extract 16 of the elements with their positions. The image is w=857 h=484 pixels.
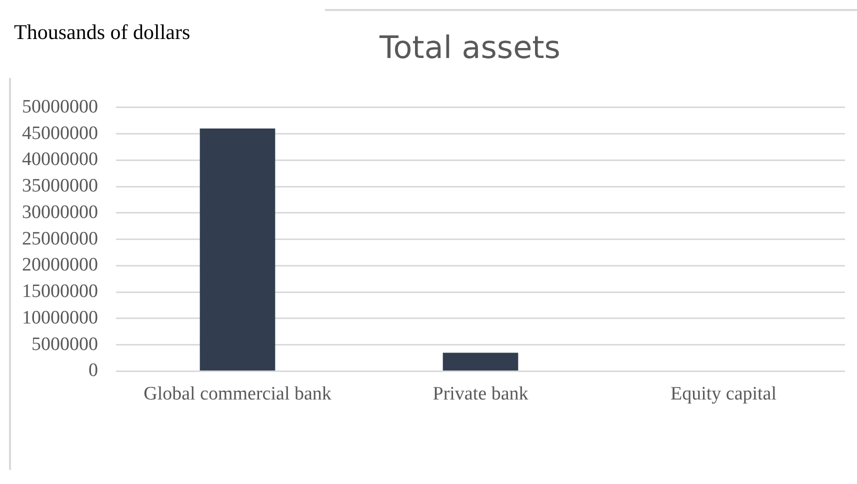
y-axis-title: Thousands of dollars — [14, 20, 190, 45]
y-tick-label: 5000000 — [32, 334, 98, 355]
y-tick-label: 30000000 — [22, 202, 98, 223]
y-tick-label: 35000000 — [22, 176, 98, 197]
y-tick-label: 45000000 — [22, 122, 98, 144]
y-tick-label: 0 — [88, 360, 98, 382]
y-tick-label: 15000000 — [22, 281, 98, 302]
x-tick-label: Equity capital — [670, 384, 777, 405]
y-tick-label: 40000000 — [22, 149, 98, 170]
x-tick-label: Global commercial bank — [144, 384, 332, 405]
y-tick-label: 25000000 — [22, 228, 98, 250]
x-tick-label: Private bank — [432, 384, 529, 405]
chart-title: Total assets — [378, 30, 562, 66]
y-tick-label: 10000000 — [22, 307, 98, 328]
y-tick-label: 20000000 — [22, 254, 98, 276]
y-tick-label: 50000000 — [22, 96, 98, 118]
